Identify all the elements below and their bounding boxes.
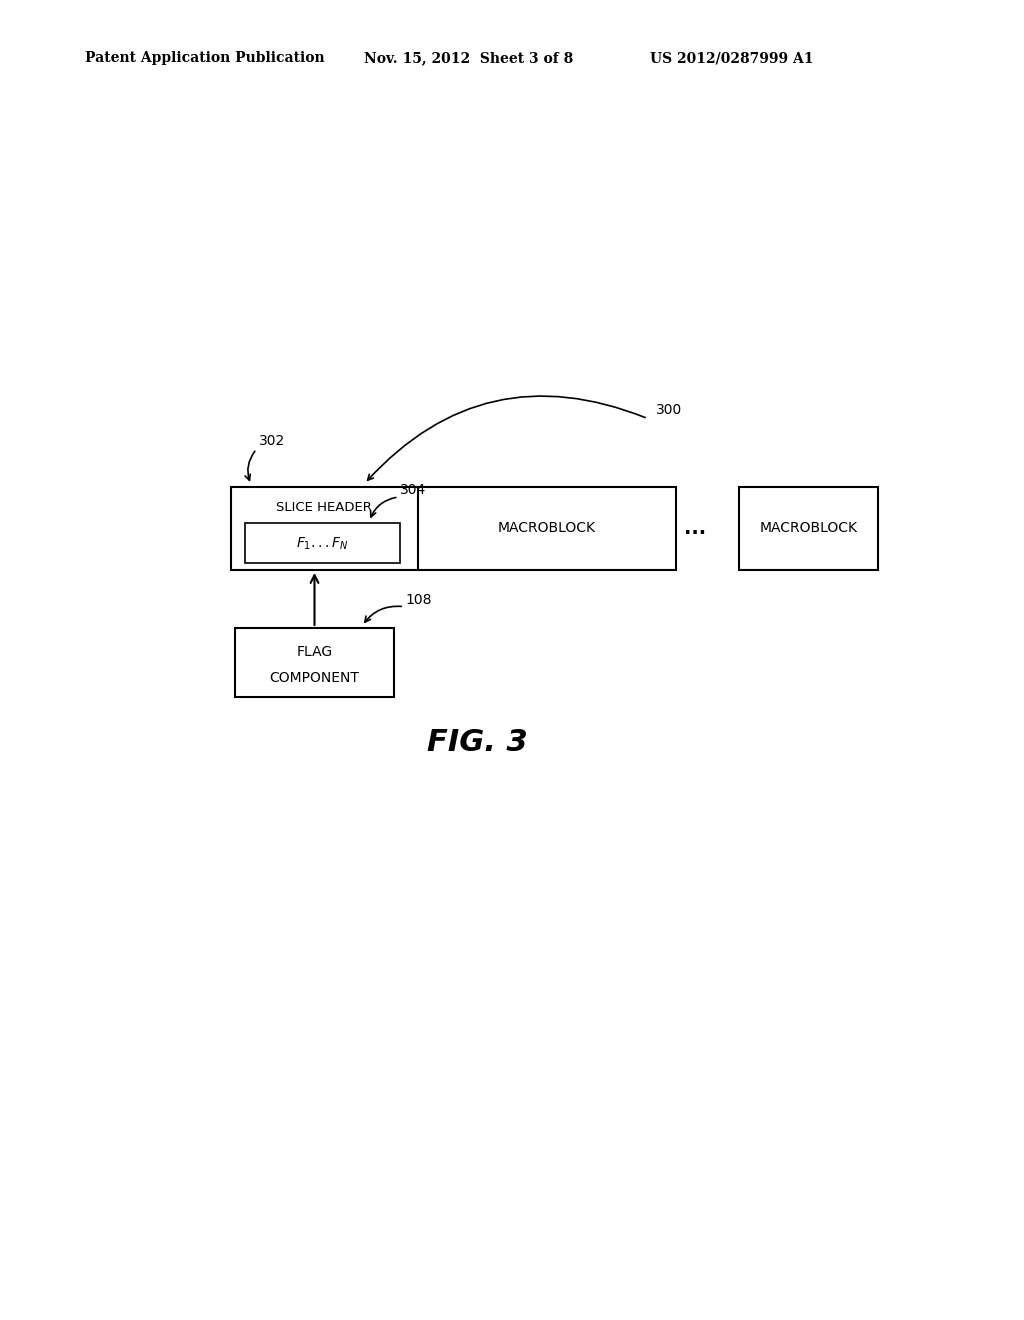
- Bar: [236, 628, 394, 697]
- Text: MACROBLOCK: MACROBLOCK: [498, 521, 596, 536]
- Text: FIG. 3: FIG. 3: [427, 729, 527, 758]
- Text: Nov. 15, 2012  Sheet 3 of 8: Nov. 15, 2012 Sheet 3 of 8: [364, 51, 572, 65]
- Text: 300: 300: [655, 404, 682, 417]
- Text: ...: ...: [684, 519, 707, 537]
- Bar: [739, 487, 878, 570]
- FancyArrowPatch shape: [365, 606, 401, 622]
- Bar: [231, 487, 676, 570]
- Bar: [246, 523, 400, 564]
- FancyArrowPatch shape: [368, 396, 645, 480]
- Text: 302: 302: [259, 434, 286, 447]
- Text: FLAG: FLAG: [296, 645, 333, 659]
- Text: Patent Application Publication: Patent Application Publication: [85, 51, 325, 65]
- FancyArrowPatch shape: [245, 451, 255, 480]
- Text: SLICE HEADER: SLICE HEADER: [276, 502, 373, 513]
- Text: COMPONENT: COMPONENT: [269, 671, 359, 685]
- Text: MACROBLOCK: MACROBLOCK: [760, 521, 857, 536]
- Text: 304: 304: [400, 483, 426, 496]
- Text: 108: 108: [406, 593, 432, 606]
- Text: $F_1...F_N$: $F_1...F_N$: [296, 535, 349, 552]
- FancyArrowPatch shape: [371, 498, 396, 517]
- Text: US 2012/0287999 A1: US 2012/0287999 A1: [650, 51, 814, 65]
